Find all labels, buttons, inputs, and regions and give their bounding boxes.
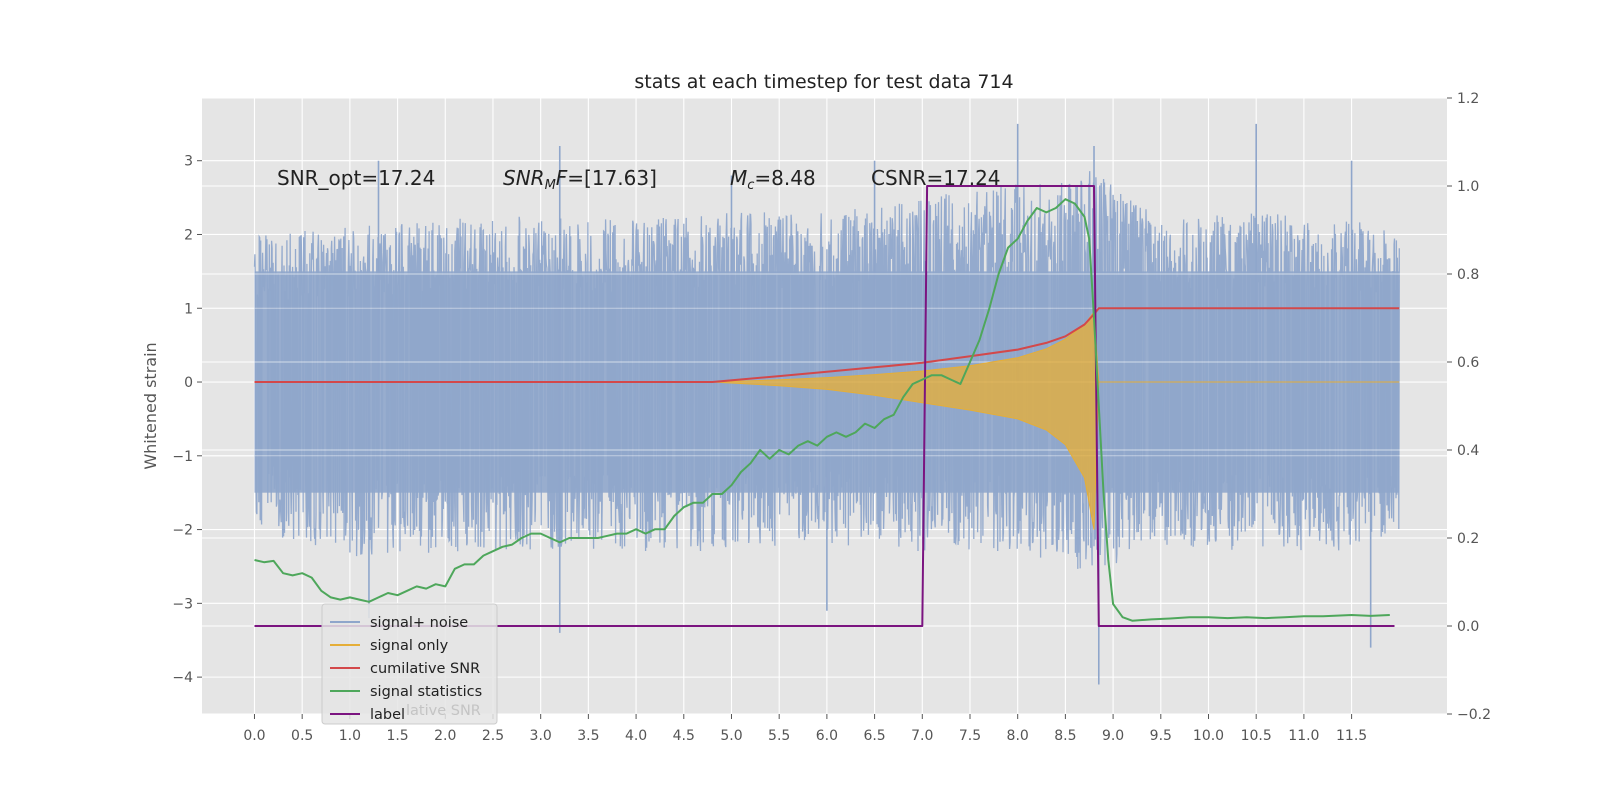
- annotation-snr-mf-rest-italic: F: [556, 166, 568, 190]
- x-tick-label: 9.0: [1102, 728, 1124, 744]
- x-tick-label: 0.5: [291, 728, 313, 744]
- annotation-mc-sub: c: [747, 178, 754, 193]
- x-tick-label: 0.0: [243, 728, 265, 744]
- y-tick-label: 3: [184, 154, 193, 170]
- x-tick-label: 8.5: [1054, 728, 1076, 744]
- x-tick-label: 11.0: [1288, 728, 1319, 744]
- legend-label: signal+ noise: [370, 615, 468, 631]
- y2-tick-label: 0.2: [1457, 531, 1479, 547]
- x-tick-label: 11.5: [1336, 728, 1367, 744]
- svg-text:Mc=8.48: Mc=8.48: [730, 166, 816, 193]
- legend: signal+ noise signal only cumilative SNR si…: [321, 603, 498, 725]
- x-tick-label: 3.0: [530, 728, 552, 744]
- svg-text:SNR_opt=17.24: SNR_opt=17.24: [277, 166, 435, 190]
- legend-box: [321, 603, 498, 725]
- annotation-snr-mf-sub: M: [545, 178, 556, 193]
- legend-label: cumilative SNR: [370, 661, 480, 677]
- y2-tick-label: −0.2: [1457, 707, 1491, 723]
- x-tick-label: 10.5: [1241, 728, 1272, 744]
- y2-tick-label: 0.8: [1457, 267, 1479, 283]
- annotation-mc-rest: =8.48: [754, 166, 815, 190]
- x-tick-label: 2.5: [482, 728, 504, 744]
- chart-title: stats at each timestep for test data 714: [634, 71, 1013, 93]
- y2-tick-label: 1.0: [1457, 179, 1479, 195]
- y-tick-label: 0: [184, 375, 193, 391]
- legend-label: signal statistics: [370, 684, 482, 700]
- series-label: [254, 185, 1395, 627]
- annotation-mc: Mc=8.48: [730, 166, 816, 193]
- svg-text:CSNR=17.24: CSNR=17.24: [871, 166, 1001, 190]
- annotation-snr-mf-base: SNR: [503, 166, 545, 190]
- legend-label: label: [370, 707, 405, 723]
- annotation-csnr: CSNR=17.24: [871, 166, 1001, 190]
- x-tick-label: 10.0: [1193, 728, 1224, 744]
- x-tick-label: 7.5: [959, 728, 981, 744]
- annotation-mc-base: M: [730, 166, 747, 190]
- y2-tick-label: 0.0: [1457, 619, 1479, 635]
- y-tick-label: −4: [172, 670, 193, 686]
- x-tick-label: 1.0: [339, 728, 361, 744]
- y-tick-label: 2: [184, 227, 193, 243]
- y2-tick-label: 1.2: [1457, 91, 1479, 107]
- y-tick-label: −1: [172, 449, 193, 465]
- annotation-snr-mf-rest: =[17.63]: [567, 166, 657, 190]
- y-tick-label: 1: [184, 301, 193, 317]
- x-tick-label: 6.0: [816, 728, 838, 744]
- x-tick-label: 4.5: [673, 728, 695, 744]
- series-layer: [202, 123, 1447, 685]
- y2-tick-label: 0.6: [1457, 355, 1479, 371]
- x-tick-label: 6.5: [863, 728, 885, 744]
- x-tick-label: 3.5: [577, 728, 599, 744]
- annotation-snr-mf: SNRMF=[17.63]: [503, 166, 657, 193]
- series-cumulative-snr: [254, 307, 1400, 383]
- x-tick-label: 8.0: [1007, 728, 1029, 744]
- y-tick-label: −2: [172, 523, 193, 539]
- y-tick-label: −3: [172, 596, 193, 612]
- y-axis-title: Whitened strain: [141, 342, 160, 469]
- legend-ghost-text: lative SNR: [406, 703, 481, 719]
- annotation-snr-opt: SNR_opt=17.24: [277, 166, 435, 190]
- x-tick-label: 9.5: [1150, 728, 1172, 744]
- svg-text:SNRMF=[17.63]: SNRMF=[17.63]: [503, 166, 657, 193]
- y2-tick-label: 0.4: [1457, 443, 1479, 459]
- series-signal-statistics: [254, 198, 1390, 622]
- signal-noise-line: [253, 171, 1400, 569]
- x-tick-label: 5.0: [720, 728, 742, 744]
- x-tick-label: 4.0: [625, 728, 647, 744]
- x-tick-label: 1.5: [386, 728, 408, 744]
- x-tick-label: 2.0: [434, 728, 456, 744]
- x-tick-label: 5.5: [768, 728, 790, 744]
- axis-layer: 0.0 0.5 1.0 1.5 2.0 2.5 3.0 3.5 4.0 4.5 5.0 5.5 6.0 6…: [172, 91, 1491, 744]
- legend-label: signal only: [370, 638, 449, 654]
- series-signal-only: [254, 310, 1400, 530]
- x-tick-label: 7.0: [911, 728, 933, 744]
